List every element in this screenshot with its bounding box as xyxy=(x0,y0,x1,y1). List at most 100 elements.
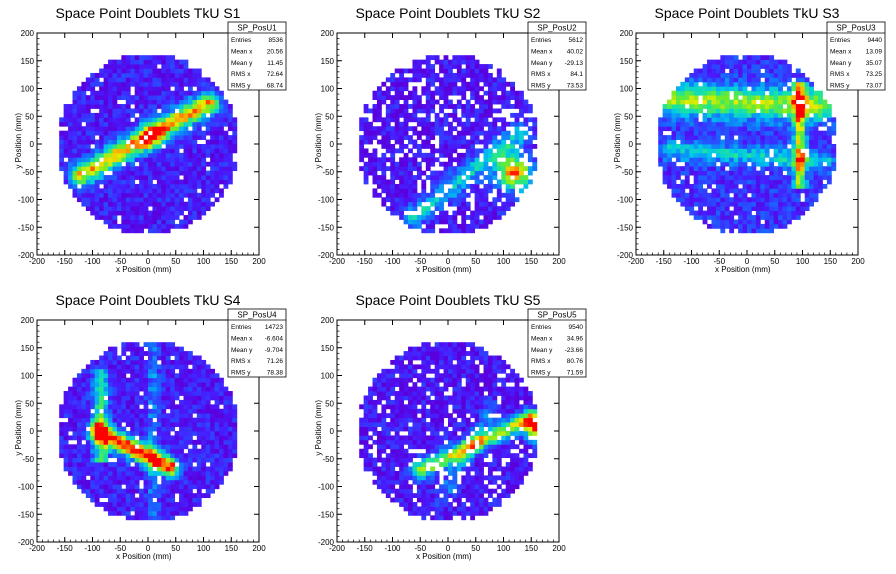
histogram-bin xyxy=(707,126,712,132)
histogram-bin xyxy=(76,408,82,414)
histogram-bin xyxy=(130,515,136,521)
histogram-bin xyxy=(165,448,171,454)
histogram-bin xyxy=(527,108,533,114)
histogram-bin xyxy=(196,201,202,207)
histogram-bin xyxy=(667,161,672,167)
histogram-bin xyxy=(201,382,207,387)
histogram-bin xyxy=(161,108,167,114)
histogram-bin xyxy=(219,108,224,114)
histogram-bin xyxy=(430,170,436,176)
histogram-bin xyxy=(134,355,140,361)
histogram-bin xyxy=(174,183,180,189)
histogram-bin xyxy=(778,99,783,105)
histogram-bin xyxy=(108,64,113,69)
histogram-bin xyxy=(461,90,467,96)
histogram-bin xyxy=(134,108,140,114)
histogram-bin xyxy=(187,431,193,436)
histogram-bin xyxy=(112,86,118,92)
histogram-bin xyxy=(99,399,104,405)
histogram-bin xyxy=(210,86,215,92)
histogram-bin xyxy=(729,81,735,87)
histogram-bin xyxy=(795,72,801,78)
histogram-bin xyxy=(474,188,480,194)
histogram-bin xyxy=(470,72,476,78)
histogram-bin xyxy=(782,210,788,216)
histogram-bin xyxy=(804,130,810,136)
histogram-bin xyxy=(85,457,91,463)
histogram-bin xyxy=(711,175,717,180)
histogram-bin xyxy=(210,148,215,154)
histogram-bin xyxy=(456,139,462,145)
histogram-bin xyxy=(394,148,400,154)
histogram-bin xyxy=(791,108,797,114)
histogram-bin xyxy=(729,152,735,158)
histogram-bin xyxy=(139,448,144,454)
histogram-bin xyxy=(399,108,404,114)
histogram-bin xyxy=(76,170,82,176)
histogram-bin xyxy=(187,502,193,507)
histogram-bin xyxy=(425,117,431,123)
histogram-bin xyxy=(434,183,440,189)
histogram-bin xyxy=(94,382,100,387)
histogram-bin xyxy=(148,502,153,507)
histogram-bin xyxy=(510,95,515,100)
histogram-bin xyxy=(474,201,480,207)
histogram-bin xyxy=(496,72,502,78)
histogram-bin xyxy=(205,484,211,490)
histogram-bin xyxy=(747,210,752,216)
x-axis-label: x Position (mm) xyxy=(715,265,771,274)
histogram-bin xyxy=(729,112,735,118)
histogram-bin xyxy=(76,108,82,114)
histogram-bin xyxy=(800,201,806,207)
histogram-bin xyxy=(773,72,779,78)
histogram-bin xyxy=(399,86,404,92)
histogram-bin xyxy=(487,77,493,83)
histogram-bin xyxy=(795,108,801,114)
histogram-bin xyxy=(210,157,215,163)
histogram-bin xyxy=(519,135,524,140)
histogram-bin xyxy=(684,161,690,167)
histogram-bin xyxy=(782,175,788,180)
histogram-bin xyxy=(170,170,176,176)
histogram-bin xyxy=(99,502,104,507)
histogram-bin xyxy=(786,112,792,118)
histogram-bin xyxy=(385,117,391,123)
histogram-bin xyxy=(675,90,681,96)
histogram-bin xyxy=(720,210,726,216)
histogram-bin xyxy=(782,99,788,105)
histogram-bin xyxy=(667,108,672,114)
histogram-bin xyxy=(72,413,78,419)
histogram-bin xyxy=(782,206,788,211)
histogram-bin xyxy=(214,179,220,185)
histogram-bin xyxy=(421,121,427,127)
histogram-bin xyxy=(192,170,198,176)
histogram-bin xyxy=(210,192,215,198)
histogram-bin xyxy=(773,188,779,194)
histogram-bin xyxy=(430,192,436,198)
histogram-bin xyxy=(174,130,180,136)
histogram-bin xyxy=(751,64,757,69)
histogram-bin xyxy=(143,448,149,454)
histogram-bin xyxy=(443,192,449,198)
histogram-bin xyxy=(394,175,400,180)
histogram-bin xyxy=(408,126,413,132)
histogram-bin xyxy=(394,86,400,92)
histogram-bin xyxy=(108,488,113,494)
histogram-bin xyxy=(809,152,814,158)
y-tick-label: -100 xyxy=(318,196,335,205)
histogram-bin xyxy=(707,215,712,220)
stats-label: Mean y xyxy=(531,60,553,67)
histogram-bin xyxy=(85,81,91,87)
histogram-bin xyxy=(470,104,476,109)
histogram-bin xyxy=(170,157,176,163)
histogram-bin xyxy=(59,422,65,427)
histogram-bin xyxy=(403,192,409,198)
histogram-bin xyxy=(693,68,699,74)
histogram-bin xyxy=(179,475,184,481)
histogram-bin xyxy=(381,81,387,87)
histogram-bin xyxy=(179,112,184,118)
histogram-bin xyxy=(103,373,109,379)
histogram-bin xyxy=(179,152,184,158)
histogram-bin xyxy=(439,95,444,100)
histogram-bin xyxy=(99,422,104,427)
